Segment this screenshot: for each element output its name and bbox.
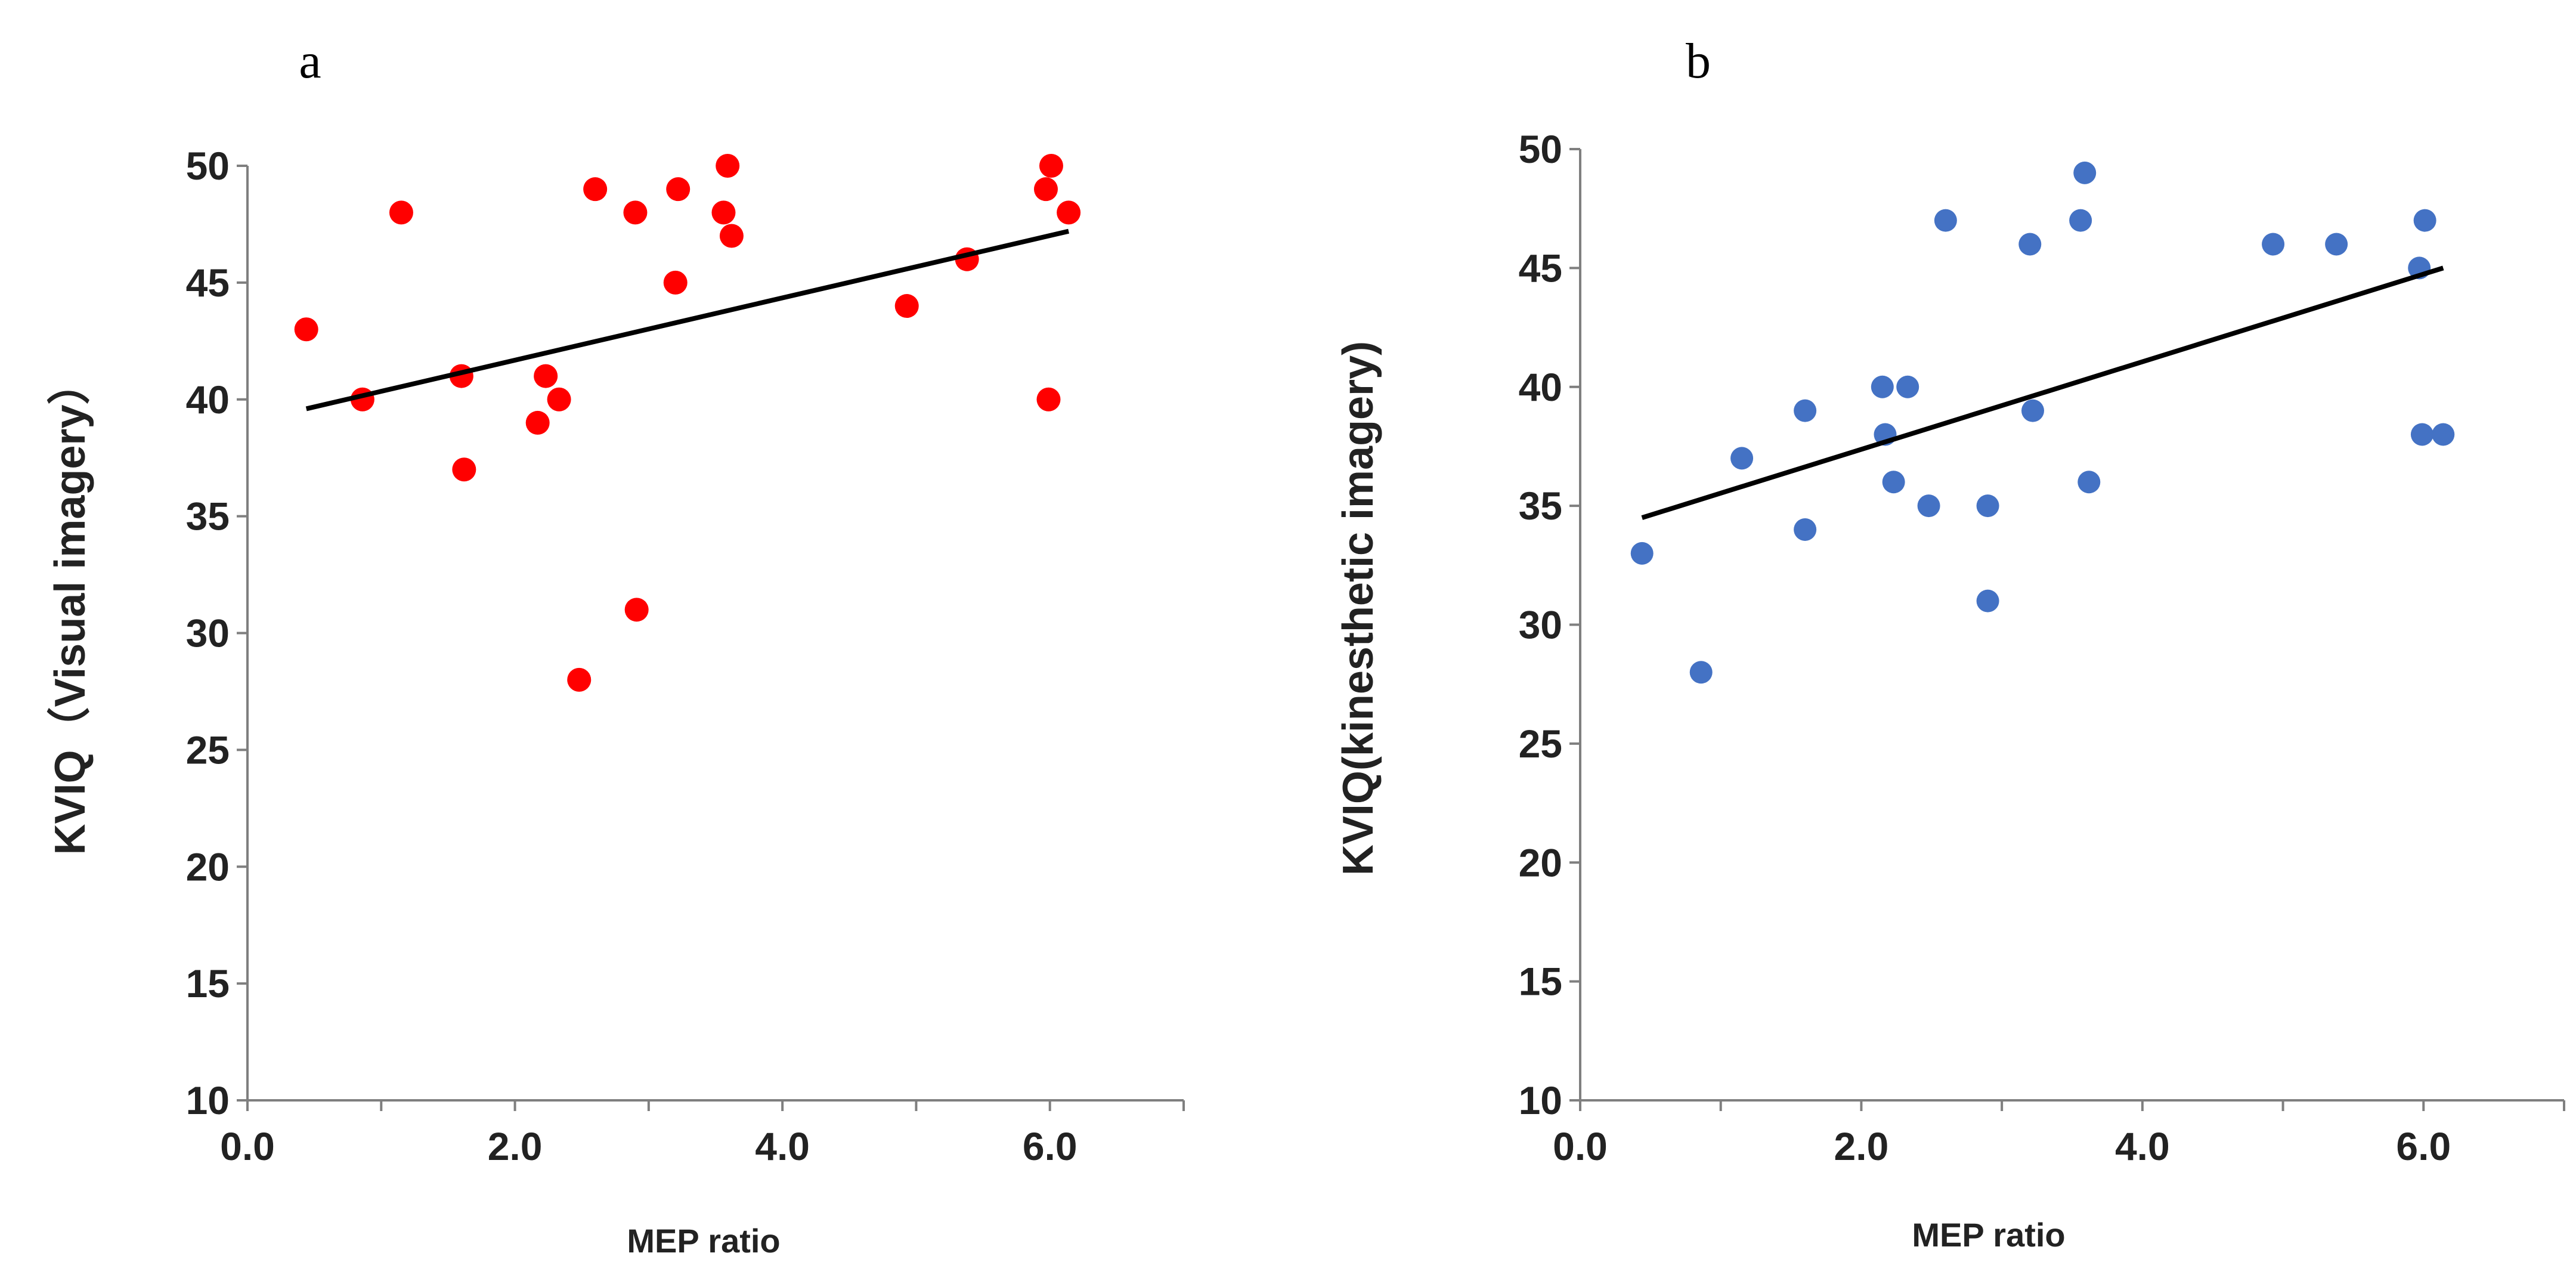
panel-b-y-tick-label: 25	[1519, 722, 1562, 766]
panel-b-y-tick-label: 15	[1519, 960, 1562, 1004]
panel-b-y-tick-label: 50	[1519, 127, 1562, 171]
panel-a-data-point	[547, 387, 571, 412]
panel-a-y-tick-label: 25	[186, 728, 230, 772]
panel-a-data-point	[1033, 177, 1058, 202]
panel-b-data-point	[2077, 471, 2101, 494]
panel-b-data-point	[2325, 233, 2348, 256]
panel-b-y-tick-label: 20	[1519, 840, 1562, 884]
panel-a-y-tick-label: 20	[186, 844, 230, 889]
panel-b-data-point	[1976, 494, 1999, 518]
panel-a-data-point	[666, 177, 691, 202]
panel-b-data-point	[2413, 209, 2436, 232]
panel-b-y-axis-title: KVIQ(kinesthetic imagery)	[1335, 341, 1382, 875]
panel-b-data-point	[1794, 518, 1817, 541]
panel-a-y-tick-label: 30	[186, 611, 230, 655]
panel-a-x-tick-label: 0.0	[220, 1124, 275, 1168]
panel-b-plot-area: 10 15 20 25 30 35 40 45 50 0.0 2.0 4.0 6.0	[1519, 127, 2565, 1168]
panel-b-data-point	[1896, 375, 1919, 398]
panel-b-x-tick-label: 2.0	[1834, 1124, 1889, 1168]
panel-a-data-point	[894, 294, 919, 318]
panel-b-y-tick-label: 40	[1519, 365, 1562, 409]
panel-a-data-point	[663, 270, 688, 295]
panel-a-data-point	[719, 224, 744, 248]
panel-a-label: a	[299, 33, 321, 89]
panel-b-y-tick-label: 35	[1519, 484, 1562, 528]
panel-a-y-tick-label: 40	[186, 378, 230, 422]
panel-a-visual-imagery: a 10 15 20 25 30 35 40 45 50 0.0 2.0 4.0 6.0 KVIQ（Vi…	[47, 33, 1185, 1260]
panel-a-plot-area: 10 15 20 25 30 35 40 45 50 0.0 2.0 4.0 6.0	[186, 144, 1185, 1168]
panel-a-data-point	[534, 364, 558, 388]
panel-b-data-point	[1794, 399, 1817, 422]
panel-a-y-axis-title: KVIQ（Visual imagery）	[47, 362, 94, 855]
panel-b-trend-line	[1641, 265, 2444, 520]
panel-a-data-point	[583, 177, 608, 202]
panel-a-data-point	[623, 200, 648, 225]
panel-b-data-point	[1630, 542, 1654, 565]
panel-b-x-tick-label: 0.0	[1553, 1124, 1608, 1168]
panel-a-data-point	[1039, 154, 1063, 178]
panel-b-data-point	[1917, 494, 1940, 518]
panel-a-data-point	[624, 598, 649, 622]
panel-a-data-point	[1036, 387, 1061, 412]
panel-a-x-tick-label: 2.0	[488, 1124, 543, 1168]
panel-a-y-tick-label: 35	[186, 494, 230, 539]
panel-b-data-point	[2018, 233, 2042, 256]
panel-a-x-tick-label: 4.0	[755, 1124, 810, 1168]
panel-b-data-point	[1934, 209, 1957, 232]
panel-b-data-point	[2021, 399, 2044, 422]
panel-b-x-tick-label: 4.0	[2115, 1124, 2170, 1168]
panel-b-data-point	[2410, 423, 2433, 446]
panel-b-kinesthetic-imagery: b 10 15 20 25 30 35 40 45 50 0.0 2.0 4.0 6.0 KVIQ(ki…	[1335, 33, 2565, 1254]
panel-a-data-point	[716, 154, 740, 178]
panel-b-data-point	[1871, 375, 1894, 398]
panel-a-y-tick-label: 10	[186, 1078, 230, 1122]
panel-b-y-tick-label: 10	[1519, 1078, 1562, 1122]
panel-a-y-tick-label: 50	[186, 144, 230, 188]
panel-a-data-point	[525, 410, 550, 435]
panel-b-data-point	[2432, 423, 2455, 446]
panel-b-data-point	[1689, 661, 1713, 684]
panel-b-data-point	[2262, 233, 2285, 256]
panel-b-data-point	[1882, 471, 1905, 494]
panel-a-x-tick-label: 6.0	[1023, 1124, 1078, 1168]
panel-a-data-point	[711, 200, 736, 225]
panel-a-data-point	[1057, 200, 1081, 225]
panel-a-data-point	[567, 667, 592, 692]
panel-b-x-axis-title: MEP ratio	[1912, 1216, 2065, 1254]
panel-b-y-tick-label: 30	[1519, 603, 1562, 647]
panel-b-data-point	[1976, 589, 1999, 612]
panel-a-y-tick-label: 15	[186, 961, 230, 1006]
panel-a-x-axis-title: MEP ratio	[627, 1222, 780, 1260]
panel-b-data-point	[1730, 447, 1754, 470]
panel-b-y-tick-label: 45	[1519, 246, 1562, 290]
panel-a-data-point	[294, 317, 318, 342]
panel-a-data-point	[452, 457, 476, 482]
panel-a-y-tick-label: 45	[186, 261, 230, 305]
panel-a-data-point	[389, 200, 413, 225]
panel-b-data-point	[2069, 209, 2092, 232]
panel-b-data-point	[2073, 161, 2097, 184]
panel-b-label: b	[1686, 33, 1711, 89]
panel-a-trend-line	[305, 228, 1070, 412]
panel-b-x-tick-label: 6.0	[2396, 1124, 2451, 1168]
